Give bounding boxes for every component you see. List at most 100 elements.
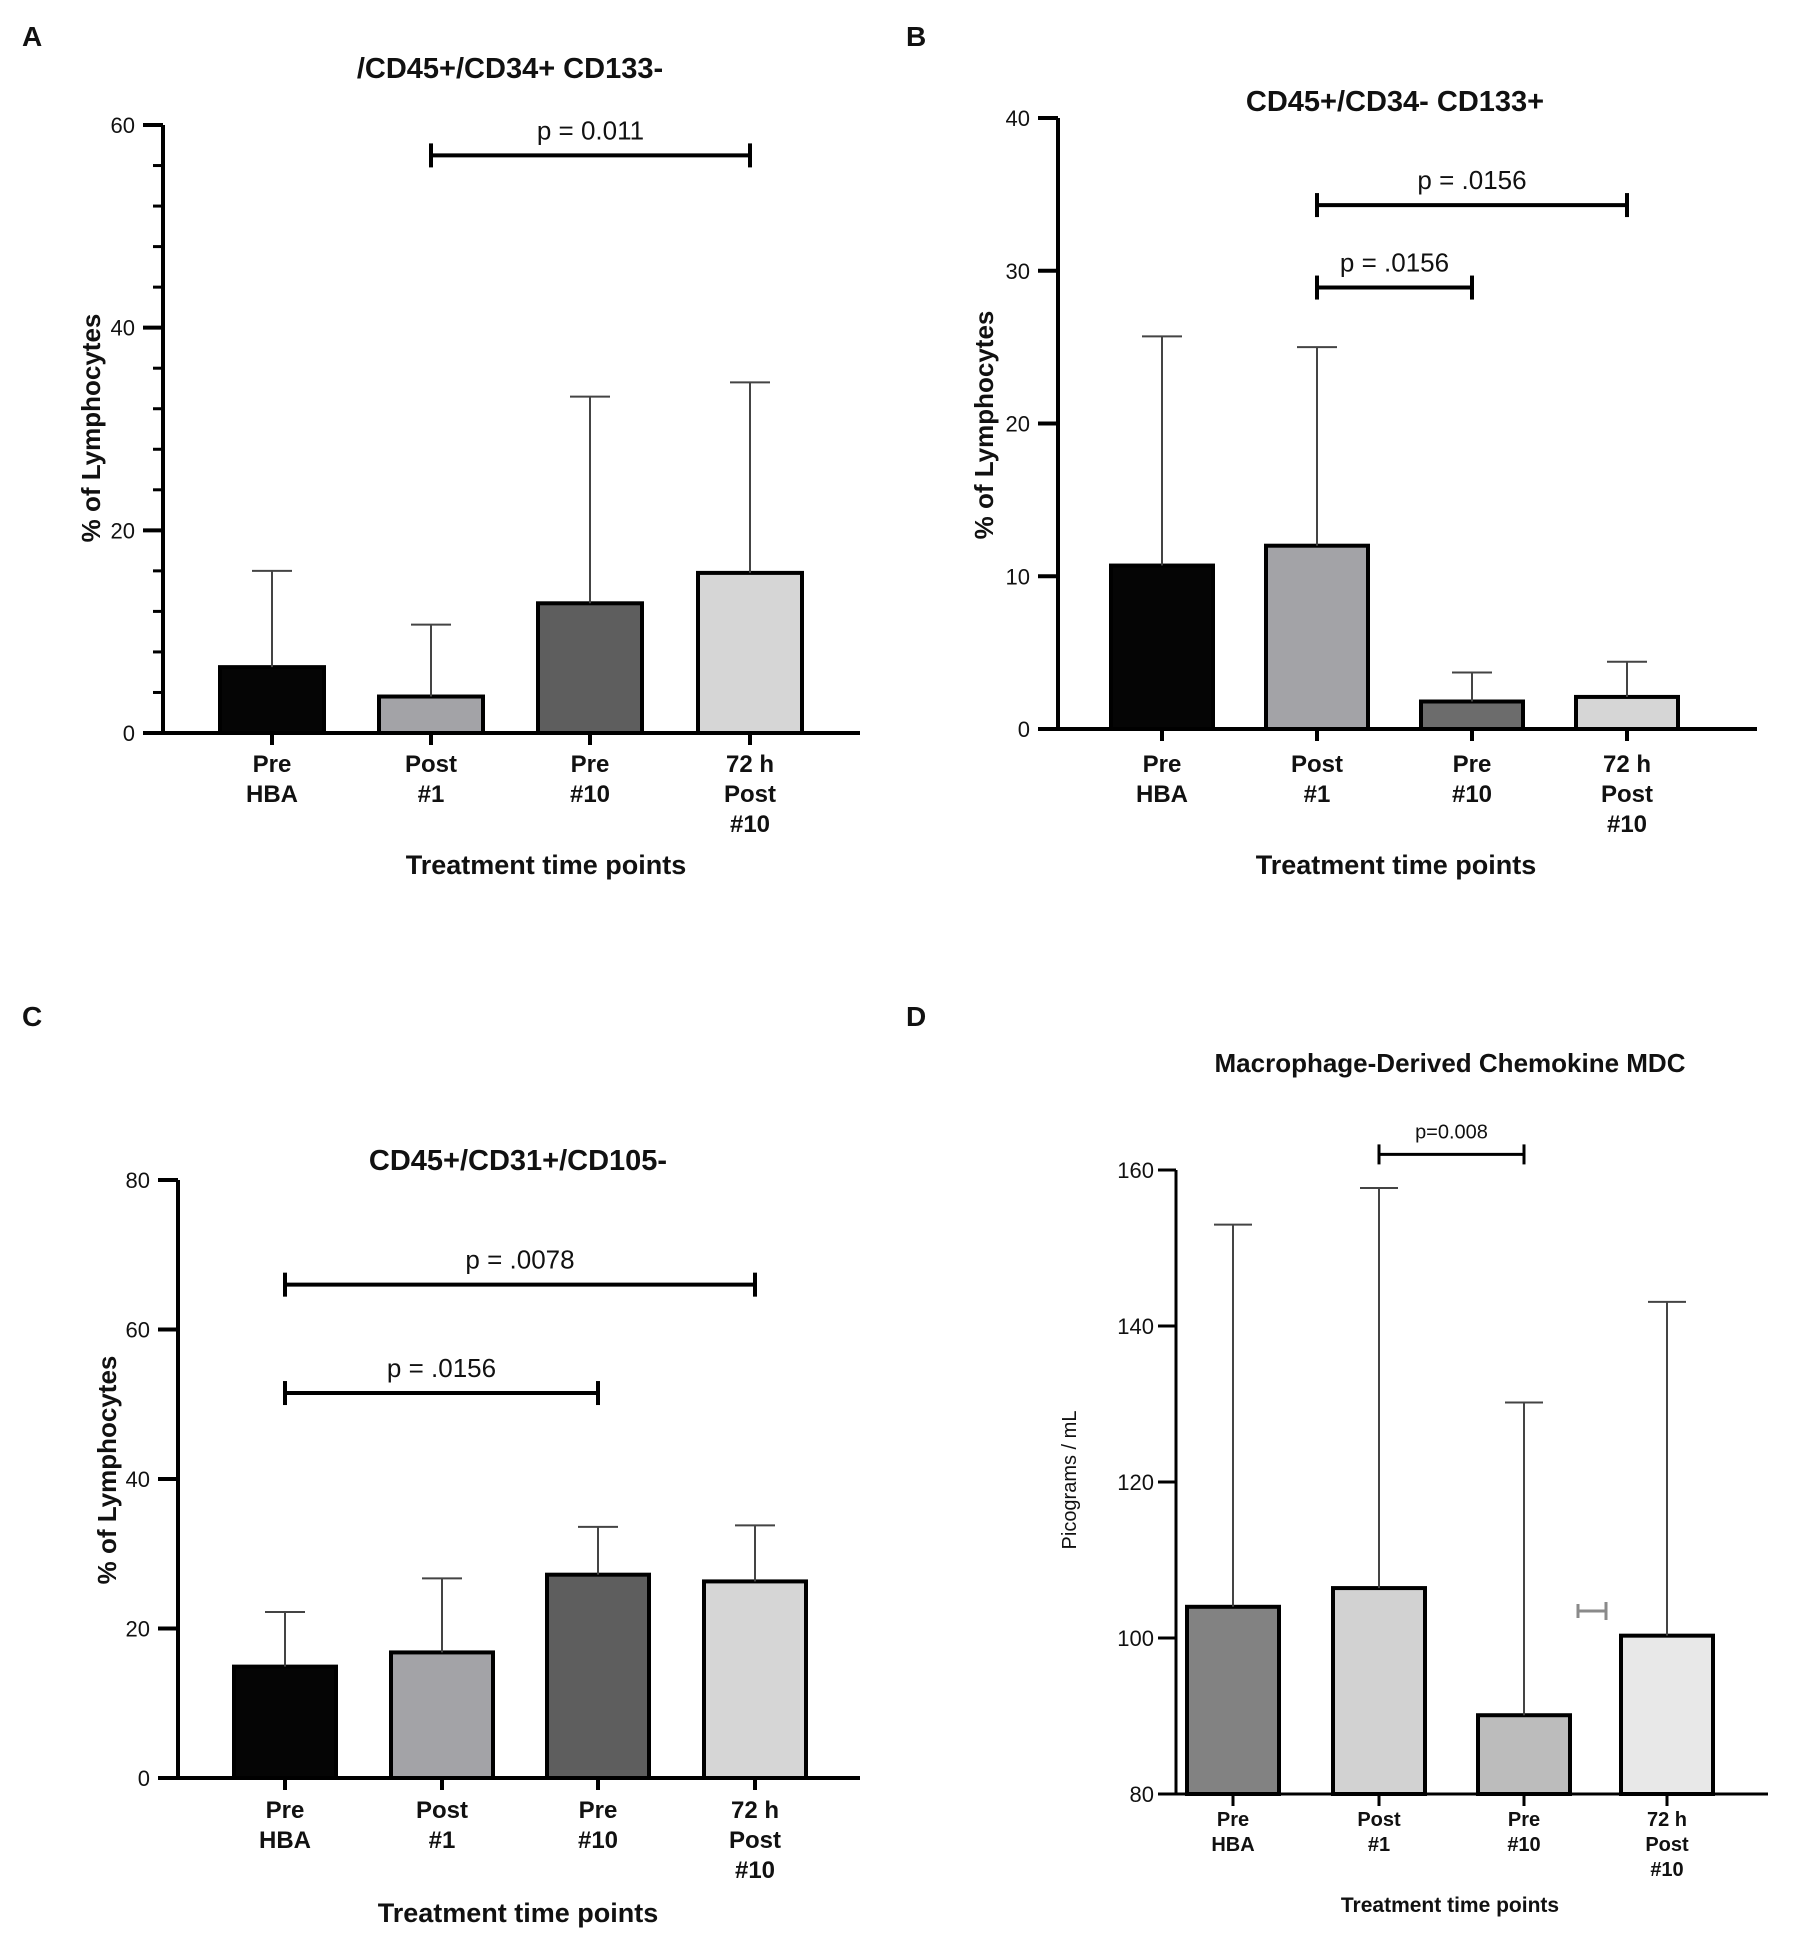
x-tick-label: 72 h [1647, 1809, 1687, 1831]
x-tick-label: #10 [735, 1857, 775, 1884]
significance-label: p = .0156 [1340, 248, 1449, 278]
y-tick-label: 60 [111, 113, 135, 138]
x-tick-label: 72 h [726, 751, 774, 778]
panel-letter-b: B [906, 21, 926, 52]
panel-letter-d: D [906, 1001, 926, 1032]
significance-label: p = .0078 [465, 1245, 574, 1275]
y-tick-label: 100 [1117, 1626, 1154, 1651]
x-axis-title: Treatment time points [1256, 850, 1537, 880]
bar [545, 1572, 651, 1781]
x-tick-label: Post [1645, 1834, 1689, 1856]
panel-b: B CD45+/CD34- CD133+ % of Lymphocytes Tr… [906, 21, 1757, 880]
y-tick-label: 160 [1117, 1158, 1154, 1183]
y-axis-title: % of Lymphocytes [92, 1356, 122, 1585]
y-tick-label: 0 [138, 1766, 150, 1791]
x-tick-label: #1 [429, 1827, 456, 1854]
bar [1185, 1604, 1281, 1797]
significance-label: p = 0.011 [537, 115, 644, 145]
x-tick-label: 72 h [1603, 751, 1651, 778]
bar [1574, 694, 1680, 731]
chart-title: CD45+/CD31+/CD105- [369, 1145, 667, 1177]
plot-area: 80 100 120 140 160 Pre HBA Post #1 Pre #10 72 h Post… [1117, 1121, 1768, 1881]
x-tick-label: HBA [259, 1827, 311, 1854]
bar [1331, 1586, 1427, 1796]
x-tick-label: HBA [246, 781, 298, 808]
x-tick-label: Post [1357, 1809, 1401, 1831]
y-tick-label: 10 [1006, 564, 1030, 589]
y-tick-label: 120 [1117, 1470, 1154, 1495]
bar [377, 694, 485, 736]
stray-mark [1576, 1602, 1608, 1620]
y-tick-label: 140 [1117, 1314, 1154, 1339]
bar [536, 601, 644, 735]
bar [218, 665, 326, 736]
plot-area: 0 20 40 60 Pre HBA Post #1 Pre #10 72 h Post #10 p = … [111, 113, 860, 838]
y-axis-title: % of Lymphocytes [76, 314, 106, 543]
y-axis-title: Picograms / mL [1059, 1411, 1081, 1550]
x-tick-label: #10 [1507, 1834, 1540, 1856]
x-tick-label: 72 h [731, 1797, 779, 1824]
x-tick-label: Pre [579, 1797, 618, 1824]
y-tick-label: 80 [126, 1168, 150, 1193]
bar [389, 1650, 495, 1781]
x-tick-label: Post [724, 781, 776, 808]
x-tick-label: #1 [1304, 781, 1331, 808]
plot-area: 0 20 40 60 80 Pre HBA Post #1 Pre #10 72 h Post #10 p … [126, 1168, 860, 1884]
x-axis-title: Treatment time points [378, 1898, 659, 1928]
x-axis-title: Treatment time points [1341, 1894, 1559, 1917]
plot-area: 0 10 20 30 40 Pre HBA Post #1 Pre #10 72 h Post #10 p … [1006, 106, 1757, 838]
x-tick-label: #10 [570, 781, 610, 808]
significance-label: p = .0156 [387, 1353, 496, 1383]
x-tick-label: Post [405, 751, 457, 778]
x-tick-label: HBA [1136, 781, 1188, 808]
y-tick-label: 40 [1006, 106, 1030, 131]
y-tick-label: 60 [126, 1318, 150, 1343]
x-tick-label: Post [416, 1797, 468, 1824]
chart-title: CD45+/CD34- CD133+ [1246, 86, 1544, 118]
x-tick-label: #1 [418, 781, 445, 808]
y-tick-label: 30 [1006, 259, 1030, 284]
chart-title: Macrophage-Derived Chemokine MDC [1215, 1048, 1686, 1078]
x-tick-label: #1 [1368, 1834, 1390, 1856]
x-tick-label: Post [729, 1827, 781, 1854]
x-tick-label: #10 [1650, 1859, 1683, 1881]
x-tick-label: Pre [571, 751, 610, 778]
y-tick-label: 0 [123, 721, 135, 746]
x-tick-label: Post [1291, 751, 1343, 778]
x-tick-label: #10 [1607, 811, 1647, 838]
bar [1619, 1633, 1715, 1797]
x-tick-label: Pre [1508, 1809, 1540, 1831]
bar [1109, 563, 1215, 731]
y-axis-title: % of Lymphocytes [969, 311, 999, 540]
panel-d: D Macrophage-Derived Chemokine MDC Picog… [906, 1001, 1768, 1917]
y-tick-label: 20 [126, 1617, 150, 1642]
bar [232, 1664, 338, 1781]
x-tick-label: Post [1601, 781, 1653, 808]
y-tick-label: 20 [1006, 412, 1030, 437]
x-tick-label: Pre [1453, 751, 1492, 778]
bar [1419, 699, 1525, 732]
significance-label: p = .0156 [1417, 165, 1526, 195]
bar [1264, 543, 1370, 732]
y-tick-label: 80 [1130, 1782, 1154, 1807]
x-tick-label: #10 [1452, 781, 1492, 808]
panel-a: A /CD45+/CD34+ CD133- % of Lymphocytes T… [22, 21, 860, 880]
panel-letter-a: A [22, 21, 42, 52]
x-tick-label: #10 [578, 1827, 618, 1854]
y-tick-label: 20 [111, 518, 135, 543]
bar [1476, 1713, 1572, 1796]
panel-letter-c: C [22, 1001, 42, 1032]
x-tick-label: Pre [253, 751, 292, 778]
bar [702, 1579, 808, 1780]
x-tick-label: Pre [1143, 751, 1182, 778]
x-tick-label: Pre [1217, 1809, 1249, 1831]
y-tick-label: 0 [1018, 717, 1030, 742]
significance-label: p=0.008 [1415, 1121, 1488, 1143]
y-tick-label: 40 [126, 1467, 150, 1492]
x-tick-label: #10 [730, 811, 770, 838]
x-axis-title: Treatment time points [406, 850, 687, 880]
x-tick-label: Pre [266, 1797, 305, 1824]
x-tick-label: HBA [1211, 1834, 1254, 1856]
chart-title: /CD45+/CD34+ CD133- [357, 53, 663, 85]
